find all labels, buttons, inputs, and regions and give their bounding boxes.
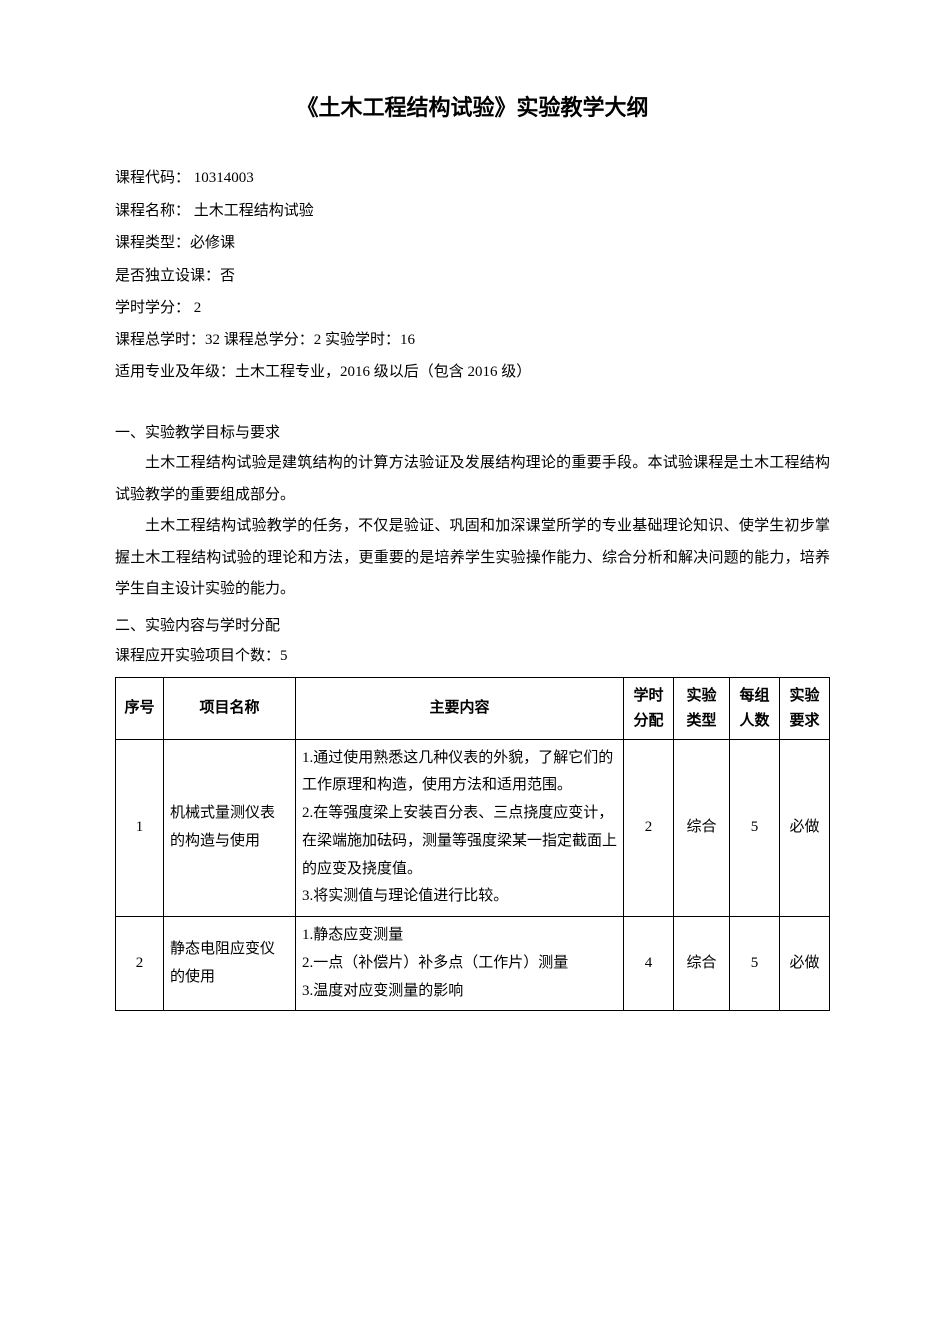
meta-code: 课程代码： 10314003: [115, 162, 830, 195]
meta-code-label: 课程代码：: [115, 169, 190, 186]
cell-req: 必做: [780, 917, 830, 1011]
section-1-paragraph-2: 土木工程结构试验教学的任务，不仅是验证、巩固和加深课堂所学的专业基础理论知识、使…: [115, 511, 830, 606]
document-title: 《土木工程结构试验》实验教学大纲: [115, 90, 830, 122]
meta-type-value: 必修课: [190, 235, 235, 251]
col-header-hours: 学时分配: [624, 677, 674, 739]
cell-req: 必做: [780, 739, 830, 917]
meta-totals-value: 课程总学时：32 课程总学分：2 实验学时：16: [115, 332, 415, 348]
meta-type-label: 课程类型：: [115, 234, 190, 251]
cell-content: 1.静态应变测量2.一点（补偿片）补多点（工作片）测量3.温度对应变测量的影响: [296, 917, 624, 1011]
section-1-paragraph-1: 土木工程结构试验是建筑结构的计算方法验证及发展结构理论的重要手段。本试验课程是土…: [115, 448, 830, 511]
experiment-table: 序号 项目名称 主要内容 学时分配 实验类型 每组人数 实验要求 1 机械式量测…: [115, 677, 830, 1012]
meta-credit-label: 学时学分：: [115, 299, 190, 316]
cell-seq: 1: [116, 739, 164, 917]
cell-type: 综合: [674, 917, 730, 1011]
table-row: 2 静态电阻应变仪的使用 1.静态应变测量2.一点（补偿片）补多点（工作片）测量…: [116, 917, 830, 1011]
experiment-count-line: 课程应开实验项目个数：5: [115, 641, 830, 673]
col-header-type: 实验类型: [674, 677, 730, 739]
cell-hours: 2: [624, 739, 674, 917]
meta-credit: 学时学分： 2: [115, 292, 830, 325]
col-header-people: 每组人数: [730, 677, 780, 739]
section-2-heading: 二、实验内容与学时分配: [115, 610, 830, 642]
cell-content: 1.通过使用熟悉这几种仪表的外貌，了解它们的工作原理和构造，使用方法和适用范围。…: [296, 739, 624, 917]
cell-people: 5: [730, 917, 780, 1011]
meta-independent-label: 是否独立设课：: [115, 267, 220, 284]
meta-code-value: 10314003: [190, 170, 254, 186]
cell-name: 静态电阻应变仪的使用: [164, 917, 296, 1011]
meta-type: 课程类型：必修课: [115, 227, 830, 260]
meta-applicable-label: 适用专业及年级：: [115, 363, 235, 380]
table-header-row: 序号 项目名称 主要内容 学时分配 实验类型 每组人数 实验要求: [116, 677, 830, 739]
cell-seq: 2: [116, 917, 164, 1011]
meta-name-value: 土木工程结构试验: [190, 203, 314, 219]
col-header-name: 项目名称: [164, 677, 296, 739]
section-1-heading: 一、实验教学目标与要求: [115, 417, 830, 449]
col-header-seq: 序号: [116, 677, 164, 739]
meta-independent: 是否独立设课：否: [115, 260, 830, 293]
meta-applicable: 适用专业及年级：土木工程专业，2016 级以后（包含 2016 级）: [115, 356, 830, 389]
col-header-content: 主要内容: [296, 677, 624, 739]
meta-independent-value: 否: [220, 268, 235, 284]
meta-name-label: 课程名称：: [115, 202, 190, 219]
col-header-req: 实验要求: [780, 677, 830, 739]
meta-totals: 课程总学时：32 课程总学分：2 实验学时：16: [115, 325, 830, 357]
cell-people: 5: [730, 739, 780, 917]
cell-name: 机械式量测仪表的构造与使用: [164, 739, 296, 917]
cell-hours: 4: [624, 917, 674, 1011]
meta-name: 课程名称： 土木工程结构试验: [115, 195, 830, 228]
cell-type: 综合: [674, 739, 730, 917]
course-meta-block: 课程代码： 10314003 课程名称： 土木工程结构试验 课程类型：必修课 是…: [115, 162, 830, 389]
meta-applicable-value: 土木工程专业，2016 级以后（包含 2016 级）: [235, 364, 531, 380]
table-row: 1 机械式量测仪表的构造与使用 1.通过使用熟悉这几种仪表的外貌，了解它们的工作…: [116, 739, 830, 917]
meta-credit-value: 2: [190, 300, 201, 316]
